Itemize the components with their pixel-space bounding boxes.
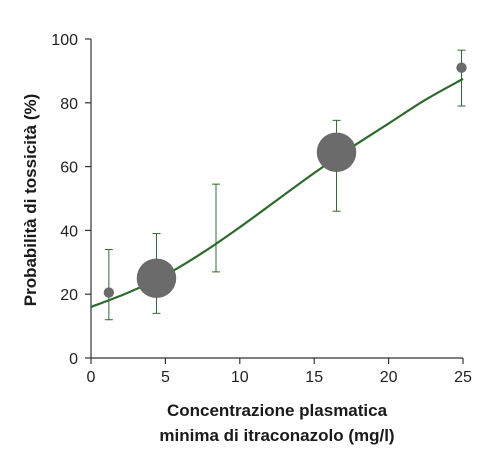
x-axis-title-line-2: minima di itraconazolo (mg/l): [159, 426, 394, 445]
x-tick-label: 10: [231, 369, 249, 386]
data-point: [456, 62, 467, 73]
x-tick-label: 15: [305, 369, 323, 386]
x-axis-title-line-1: Concentrazione plasmatica: [167, 401, 388, 420]
data-point: [316, 132, 357, 173]
x-tick-label: 5: [161, 369, 170, 386]
error-bar: [211, 183, 220, 273]
error-bar: [104, 249, 113, 321]
y-axis-title: Probabilità di tossicità (%): [21, 94, 40, 307]
x-tick-label: 0: [87, 369, 96, 386]
y-tick-label: 80: [60, 96, 78, 113]
y-tick-label: 0: [69, 351, 78, 368]
y-tick-label: 60: [60, 160, 78, 177]
y-tick-label: 20: [60, 287, 78, 304]
tick-marks: [85, 38, 464, 364]
y-tick-label: 40: [60, 223, 78, 240]
tick-labels: 0 20 40 60 80 100 0 5 10 15 20 25: [51, 32, 472, 386]
data-points: [103, 62, 467, 299]
axes: [90, 39, 463, 359]
x-tick-label: 20: [380, 369, 398, 386]
x-tick-label: 25: [454, 369, 472, 386]
data-point: [136, 258, 177, 299]
y-tick-label: 100: [51, 32, 78, 49]
data-point: [103, 287, 115, 298]
error-bar: [457, 49, 466, 107]
